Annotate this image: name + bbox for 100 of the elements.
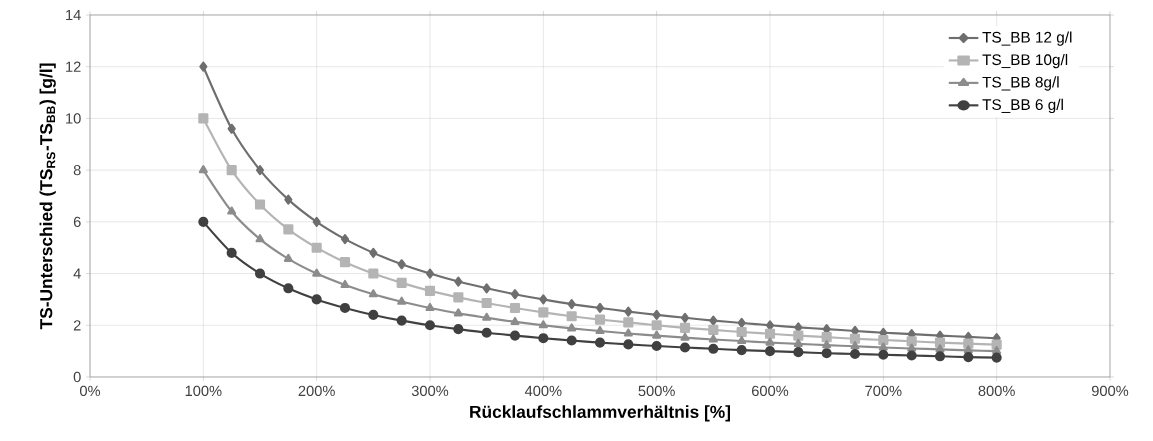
point — [991, 352, 1002, 363]
point — [396, 277, 407, 288]
point — [934, 351, 946, 362]
point — [284, 194, 293, 205]
point — [254, 268, 266, 279]
point — [765, 337, 775, 346]
x-tick-label: 800% — [978, 385, 1015, 397]
point — [708, 334, 718, 343]
point — [594, 337, 606, 348]
point — [878, 342, 888, 351]
legend-label: TS_BB 12 g/l — [982, 31, 1072, 46]
x-tick-label: 0% — [79, 385, 101, 397]
x-tick-label: 300% — [411, 385, 449, 397]
point — [255, 165, 265, 176]
point — [821, 332, 832, 343]
x-tick-label: 400% — [524, 385, 562, 397]
y-tick-label: 10 — [66, 113, 81, 124]
x-tick-label: 700% — [865, 385, 902, 397]
point — [878, 334, 889, 346]
point — [283, 253, 293, 262]
point — [510, 289, 520, 300]
point — [906, 350, 917, 361]
point — [340, 279, 350, 289]
point — [311, 294, 322, 305]
point — [849, 333, 861, 344]
point — [283, 224, 294, 235]
point — [339, 257, 351, 268]
point — [764, 328, 776, 339]
point — [849, 348, 861, 360]
point — [397, 259, 406, 270]
point — [709, 315, 718, 326]
point — [424, 285, 436, 296]
point — [793, 338, 803, 347]
point — [680, 332, 690, 341]
point — [199, 61, 208, 72]
point — [906, 336, 917, 347]
point — [454, 276, 463, 287]
x-tick-label: 600% — [751, 385, 789, 397]
point — [226, 165, 237, 176]
legend-label: TS_BB 10g/l — [982, 53, 1068, 69]
point — [963, 345, 973, 354]
point — [539, 294, 548, 305]
point — [850, 341, 860, 350]
point — [482, 283, 491, 294]
point — [227, 123, 236, 134]
point — [227, 206, 237, 215]
point — [595, 302, 605, 314]
x-tick-label: 900% — [1091, 385, 1129, 397]
point — [652, 309, 661, 320]
point — [652, 330, 662, 339]
point — [679, 322, 691, 333]
point — [226, 247, 237, 258]
point — [708, 324, 719, 335]
legend-label: TS_BB 6 g/l — [982, 98, 1063, 114]
point — [736, 345, 747, 356]
point — [198, 113, 209, 124]
point — [538, 320, 548, 329]
point — [311, 242, 322, 253]
point — [368, 289, 378, 298]
y-tick-label: 8 — [73, 164, 81, 176]
point — [453, 324, 464, 335]
point — [425, 302, 435, 312]
point — [509, 330, 521, 341]
point — [822, 340, 832, 349]
point — [566, 335, 577, 346]
y-tick-label: 2 — [73, 320, 81, 331]
point — [538, 333, 549, 344]
x-tick-label: 200% — [298, 385, 335, 397]
x-axis-title: Rücklaufschlammverhältnis [%] — [470, 405, 731, 422]
point — [651, 340, 662, 352]
point — [482, 312, 492, 321]
point — [312, 216, 321, 227]
point — [567, 299, 576, 310]
point — [679, 342, 691, 353]
point — [623, 317, 634, 328]
y-tick-label: 0 — [73, 371, 81, 383]
point — [396, 315, 407, 326]
point — [708, 343, 719, 354]
y-tick-label: 14 — [66, 9, 81, 21]
point — [624, 306, 633, 317]
point — [453, 292, 464, 303]
point — [425, 268, 435, 279]
point — [368, 309, 379, 320]
point — [538, 307, 549, 318]
point — [198, 216, 209, 227]
point — [339, 302, 351, 314]
point — [680, 312, 690, 323]
point — [255, 234, 265, 243]
point — [198, 165, 208, 174]
point — [369, 247, 378, 258]
point — [453, 308, 463, 317]
x-tick-label: 500% — [638, 385, 675, 397]
point — [651, 320, 662, 331]
point — [566, 311, 577, 322]
point — [481, 297, 492, 309]
y-tick-label: 6 — [73, 216, 81, 228]
point — [368, 268, 379, 279]
point — [623, 339, 634, 350]
point — [793, 330, 804, 341]
y-tick-label: 4 — [73, 268, 81, 279]
